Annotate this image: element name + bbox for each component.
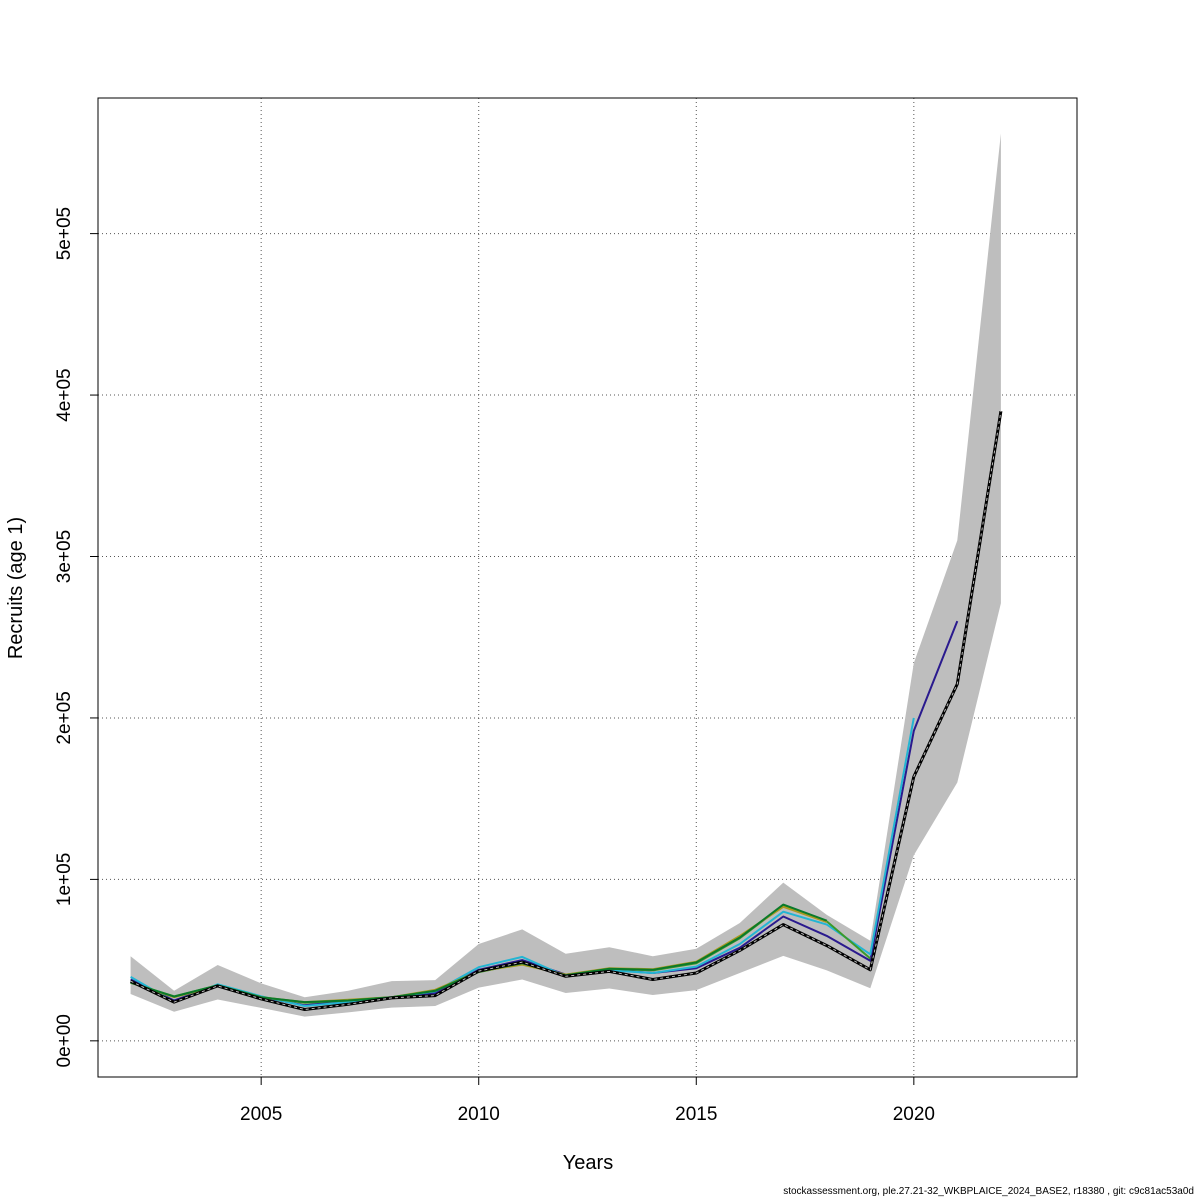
plot-frame (97, 97, 1078, 1078)
confidence-band (130, 133, 1001, 1017)
x-tick-label-2: 2015 (675, 1104, 717, 1125)
source-footer: stockassessment.org, ple.27.21-32_WKBPLA… (783, 1186, 1194, 1197)
confidence-band-area (130, 133, 1001, 1017)
x-tick-label-3: 2020 (893, 1104, 935, 1125)
axes: 2005 2010 2015 2020 0e+00 1e+05 2e+05 3e+05 4e+0… (54, 207, 935, 1125)
y-tick-label-1: 1e+05 (54, 853, 75, 906)
y-tick-label-2: 2e+05 (54, 691, 75, 744)
series-lines (129, 410, 1003, 1011)
y-axis-title: Recruits (age 1) (5, 517, 27, 659)
y-tick-label-3: 3e+05 (54, 530, 75, 583)
x-tick-label-0: 2005 (240, 1104, 282, 1125)
x-axis-title: Years (563, 1152, 613, 1174)
series-line-0-dash (130, 411, 1002, 1011)
y-tick-label-5: 5e+05 (54, 207, 75, 260)
grid (98, 98, 1077, 1077)
y-tick-label-4: 4e+05 (54, 368, 75, 421)
y-tick-label-0: 0e+00 (54, 1014, 75, 1067)
x-tick-label-1: 2010 (458, 1104, 500, 1125)
